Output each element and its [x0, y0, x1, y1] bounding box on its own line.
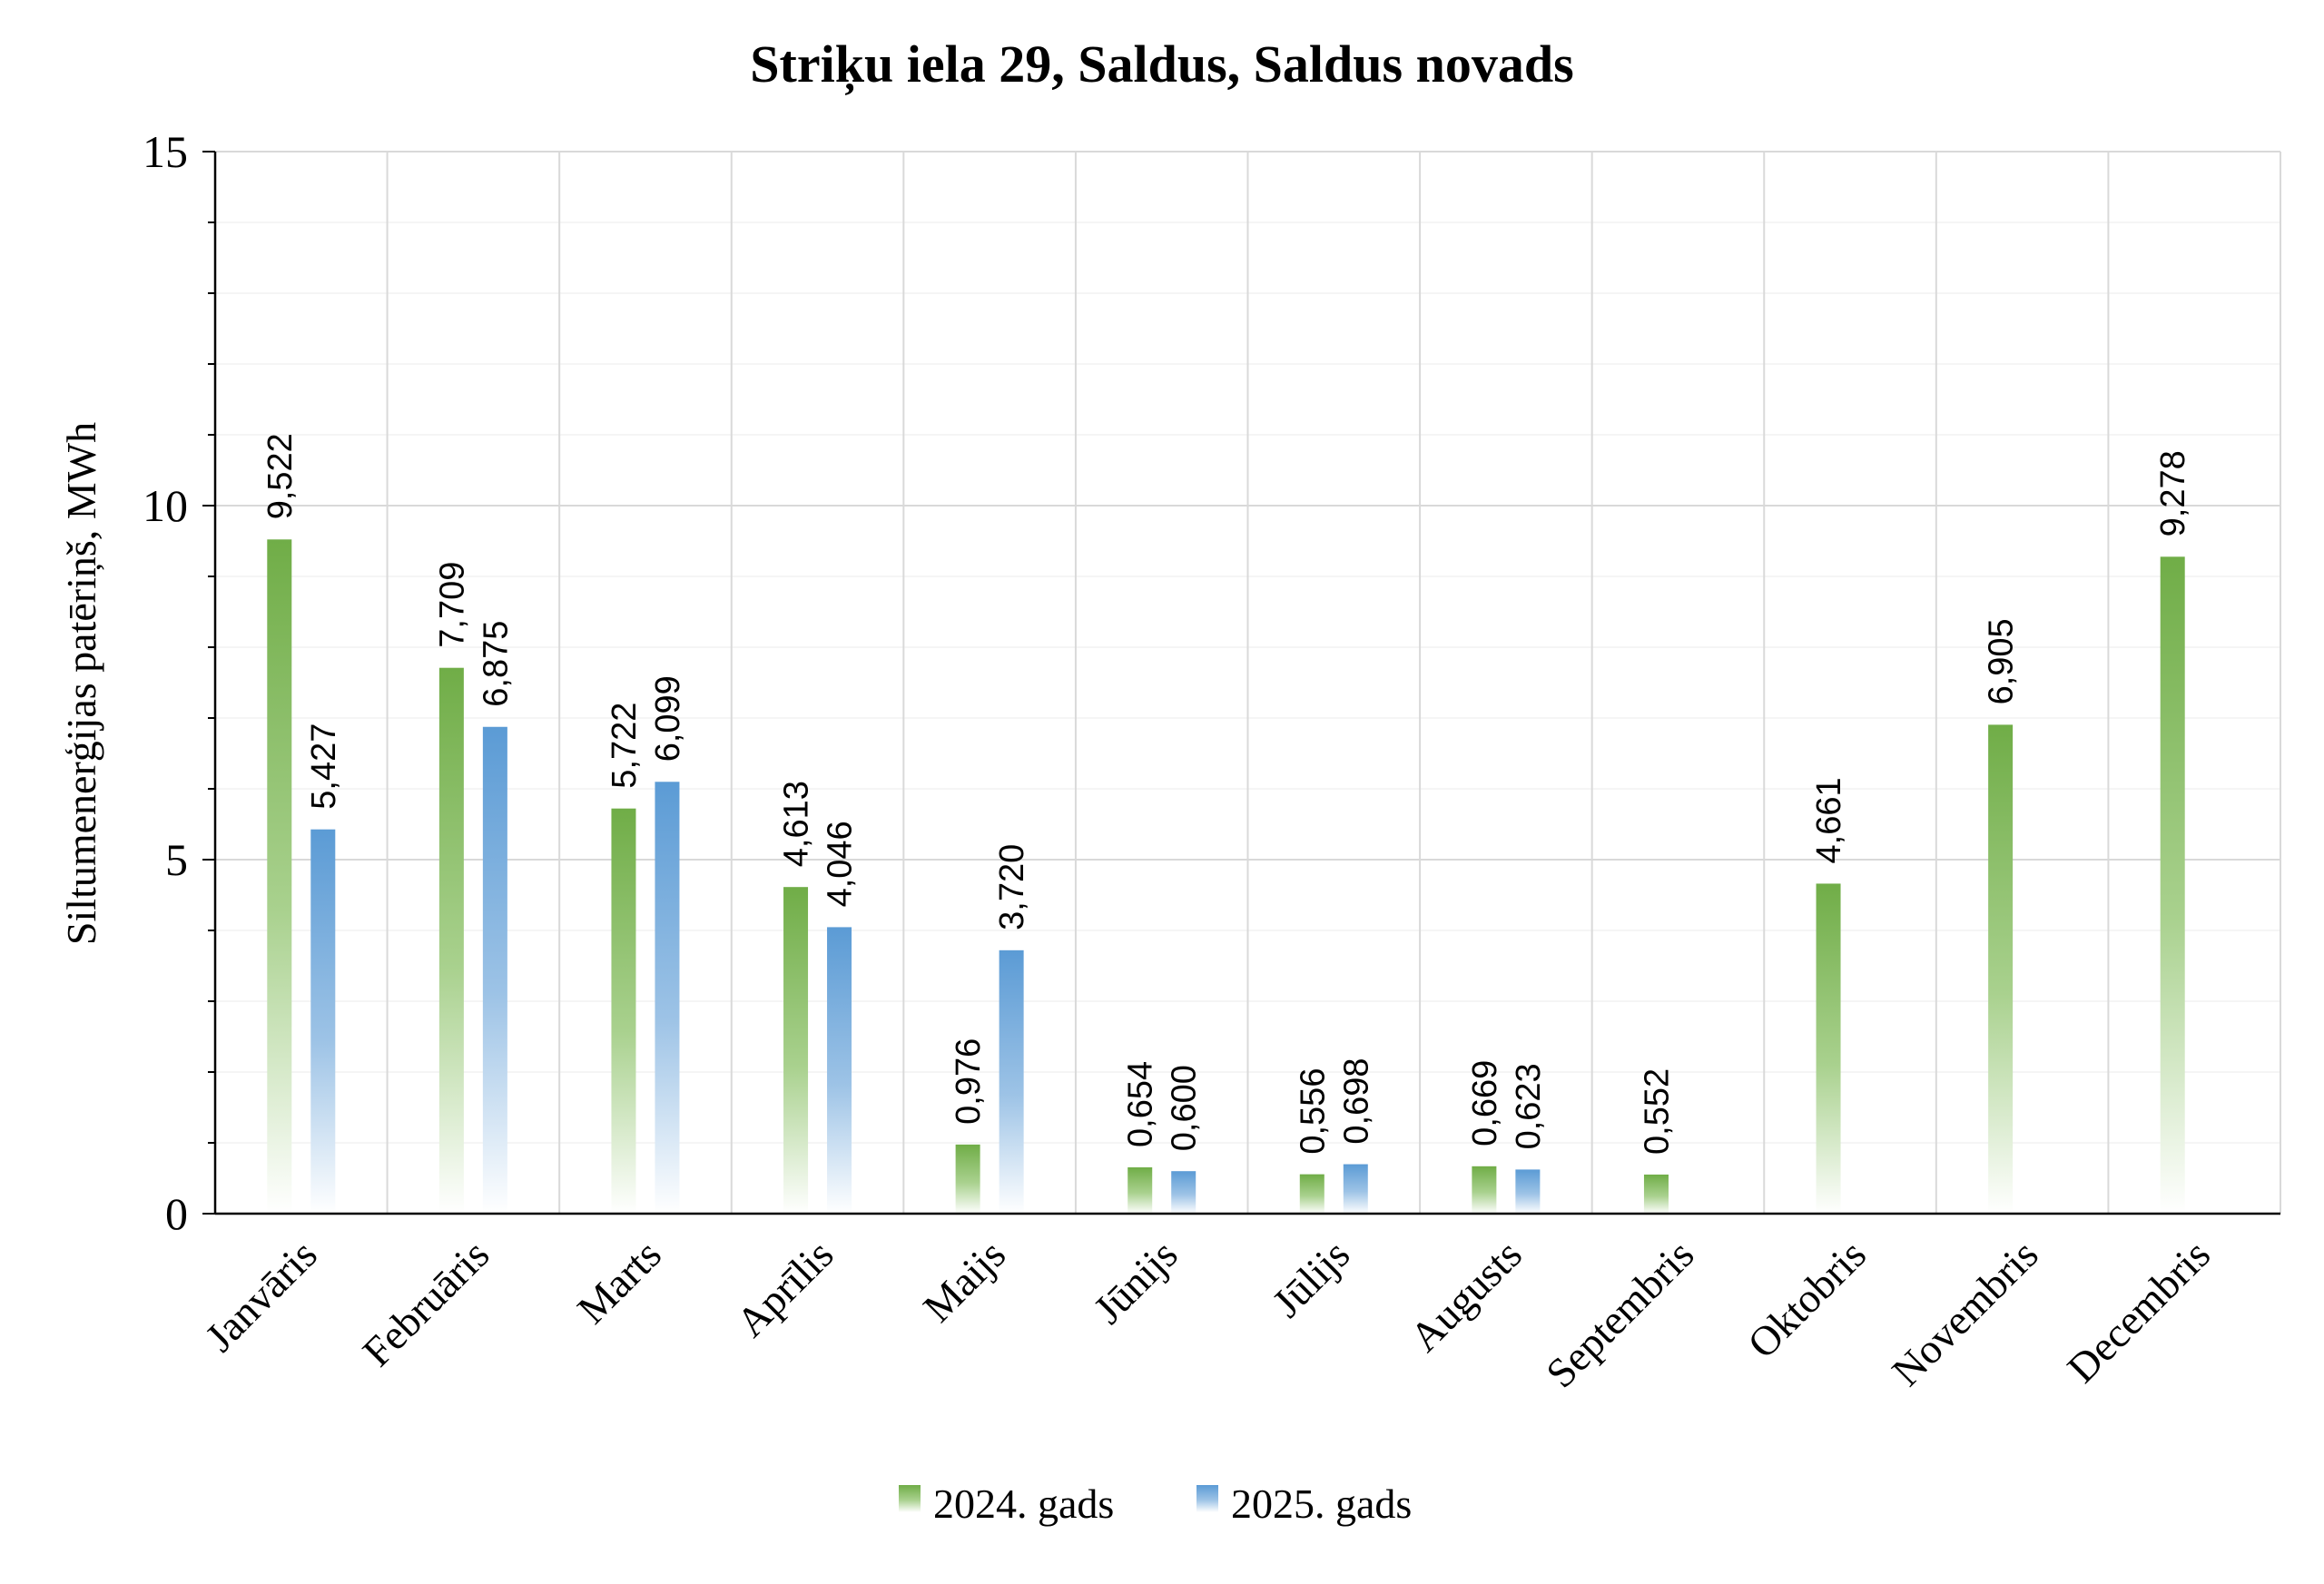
data-label: 0,698 — [1337, 1058, 1375, 1144]
data-label: 0,654 — [1122, 1061, 1160, 1147]
y-tick-label: 10 — [143, 480, 188, 531]
chart-title: Striķu iela 29, Saldus, Saldus novads — [750, 34, 1573, 95]
data-label: 9,278 — [2154, 450, 2192, 536]
data-label: 0,556 — [1294, 1068, 1332, 1155]
x-tick-label: Jūlijs — [1264, 1231, 1359, 1326]
x-tick-label: Septembris — [1537, 1231, 1702, 1396]
legend-label-2025: 2025. gads — [1231, 1481, 1412, 1527]
bar-2024-8 — [1472, 1166, 1497, 1214]
x-tick-label: Decembris — [2058, 1231, 2219, 1392]
bar-2025-1 — [310, 829, 336, 1214]
legend: 2024. gads 2025. gads — [899, 1481, 1412, 1527]
data-label: 0,600 — [1166, 1065, 1204, 1151]
data-label: 0,669 — [1466, 1060, 1504, 1146]
bar-2024-6 — [1128, 1166, 1153, 1214]
bar-2025-3 — [655, 782, 680, 1214]
x-tick-label: Janvāris — [196, 1231, 326, 1361]
axes: 0 5 10 15 — [143, 126, 2280, 1239]
data-label: 4,661 — [1810, 777, 1848, 863]
legend-swatch-2024 — [899, 1485, 921, 1512]
bar-2025-7 — [1343, 1164, 1368, 1214]
data-label: 4,613 — [778, 781, 816, 867]
data-label: 4,046 — [822, 821, 860, 907]
bar-2024-4 — [783, 887, 809, 1214]
bar-2024-10 — [1816, 883, 1841, 1214]
bar-2024-7 — [1299, 1174, 1324, 1214]
bar-2025-5 — [999, 949, 1024, 1214]
bar-2024-2 — [438, 667, 464, 1214]
data-label: 6,875 — [477, 621, 515, 707]
y-tick-label: 5 — [165, 834, 188, 885]
bars — [267, 539, 2185, 1214]
x-tick-label: Marts — [568, 1231, 670, 1333]
x-tick-label: Februāris — [354, 1231, 498, 1375]
data-label: 3,720 — [993, 844, 1031, 930]
data-label: 6,905 — [1983, 618, 2021, 704]
bar-2025-2 — [482, 726, 507, 1214]
bar-2024-1 — [267, 539, 292, 1214]
bar-2025-6 — [1171, 1171, 1196, 1214]
y-tick-label: 15 — [143, 126, 188, 177]
bar-2024-5 — [955, 1144, 980, 1214]
legend-label-2024: 2024. gads — [933, 1481, 1114, 1527]
legend-swatch-2025 — [1196, 1485, 1218, 1512]
bar-2024-11 — [1988, 724, 2014, 1214]
data-label: 5,427 — [305, 723, 343, 810]
bar-2024-12 — [2160, 556, 2185, 1214]
x-tick-label: Jūnijs — [1085, 1231, 1187, 1333]
data-label: 6,099 — [649, 675, 687, 762]
data-label: 9,522 — [261, 433, 300, 519]
grid — [215, 151, 2281, 1214]
bar-2024-3 — [611, 808, 636, 1214]
x-tick-labels: Janvāris Februāris Marts Aprīlis Maijs Jūnijs… — [196, 1231, 2219, 1396]
x-tick-label: Oktobris — [1738, 1231, 1875, 1367]
bar-2025-4 — [827, 927, 852, 1214]
data-label: 7,709 — [433, 562, 471, 648]
data-label: 5,722 — [606, 703, 644, 789]
data-label: 0,552 — [1638, 1068, 1676, 1155]
x-tick-label: Augusts — [1401, 1231, 1531, 1361]
x-tick-label: Maijs — [914, 1231, 1014, 1331]
data-label: 0,976 — [950, 1038, 988, 1125]
y-axis-label: Siltumenerģijas patēriņš, MWh — [58, 422, 104, 945]
y-tick-label: 0 — [165, 1188, 188, 1239]
data-label: 0,623 — [1510, 1063, 1548, 1149]
bar-2024-9 — [1643, 1174, 1669, 1214]
data-labels: 9,522 7,709 5,722 4,613 0,976 0,654 0,556 0,669… — [261, 433, 2192, 1155]
bar-2025-8 — [1515, 1169, 1541, 1214]
x-tick-label: Novembris — [1883, 1231, 2047, 1395]
x-tick-label: Aprīlis — [727, 1231, 842, 1345]
